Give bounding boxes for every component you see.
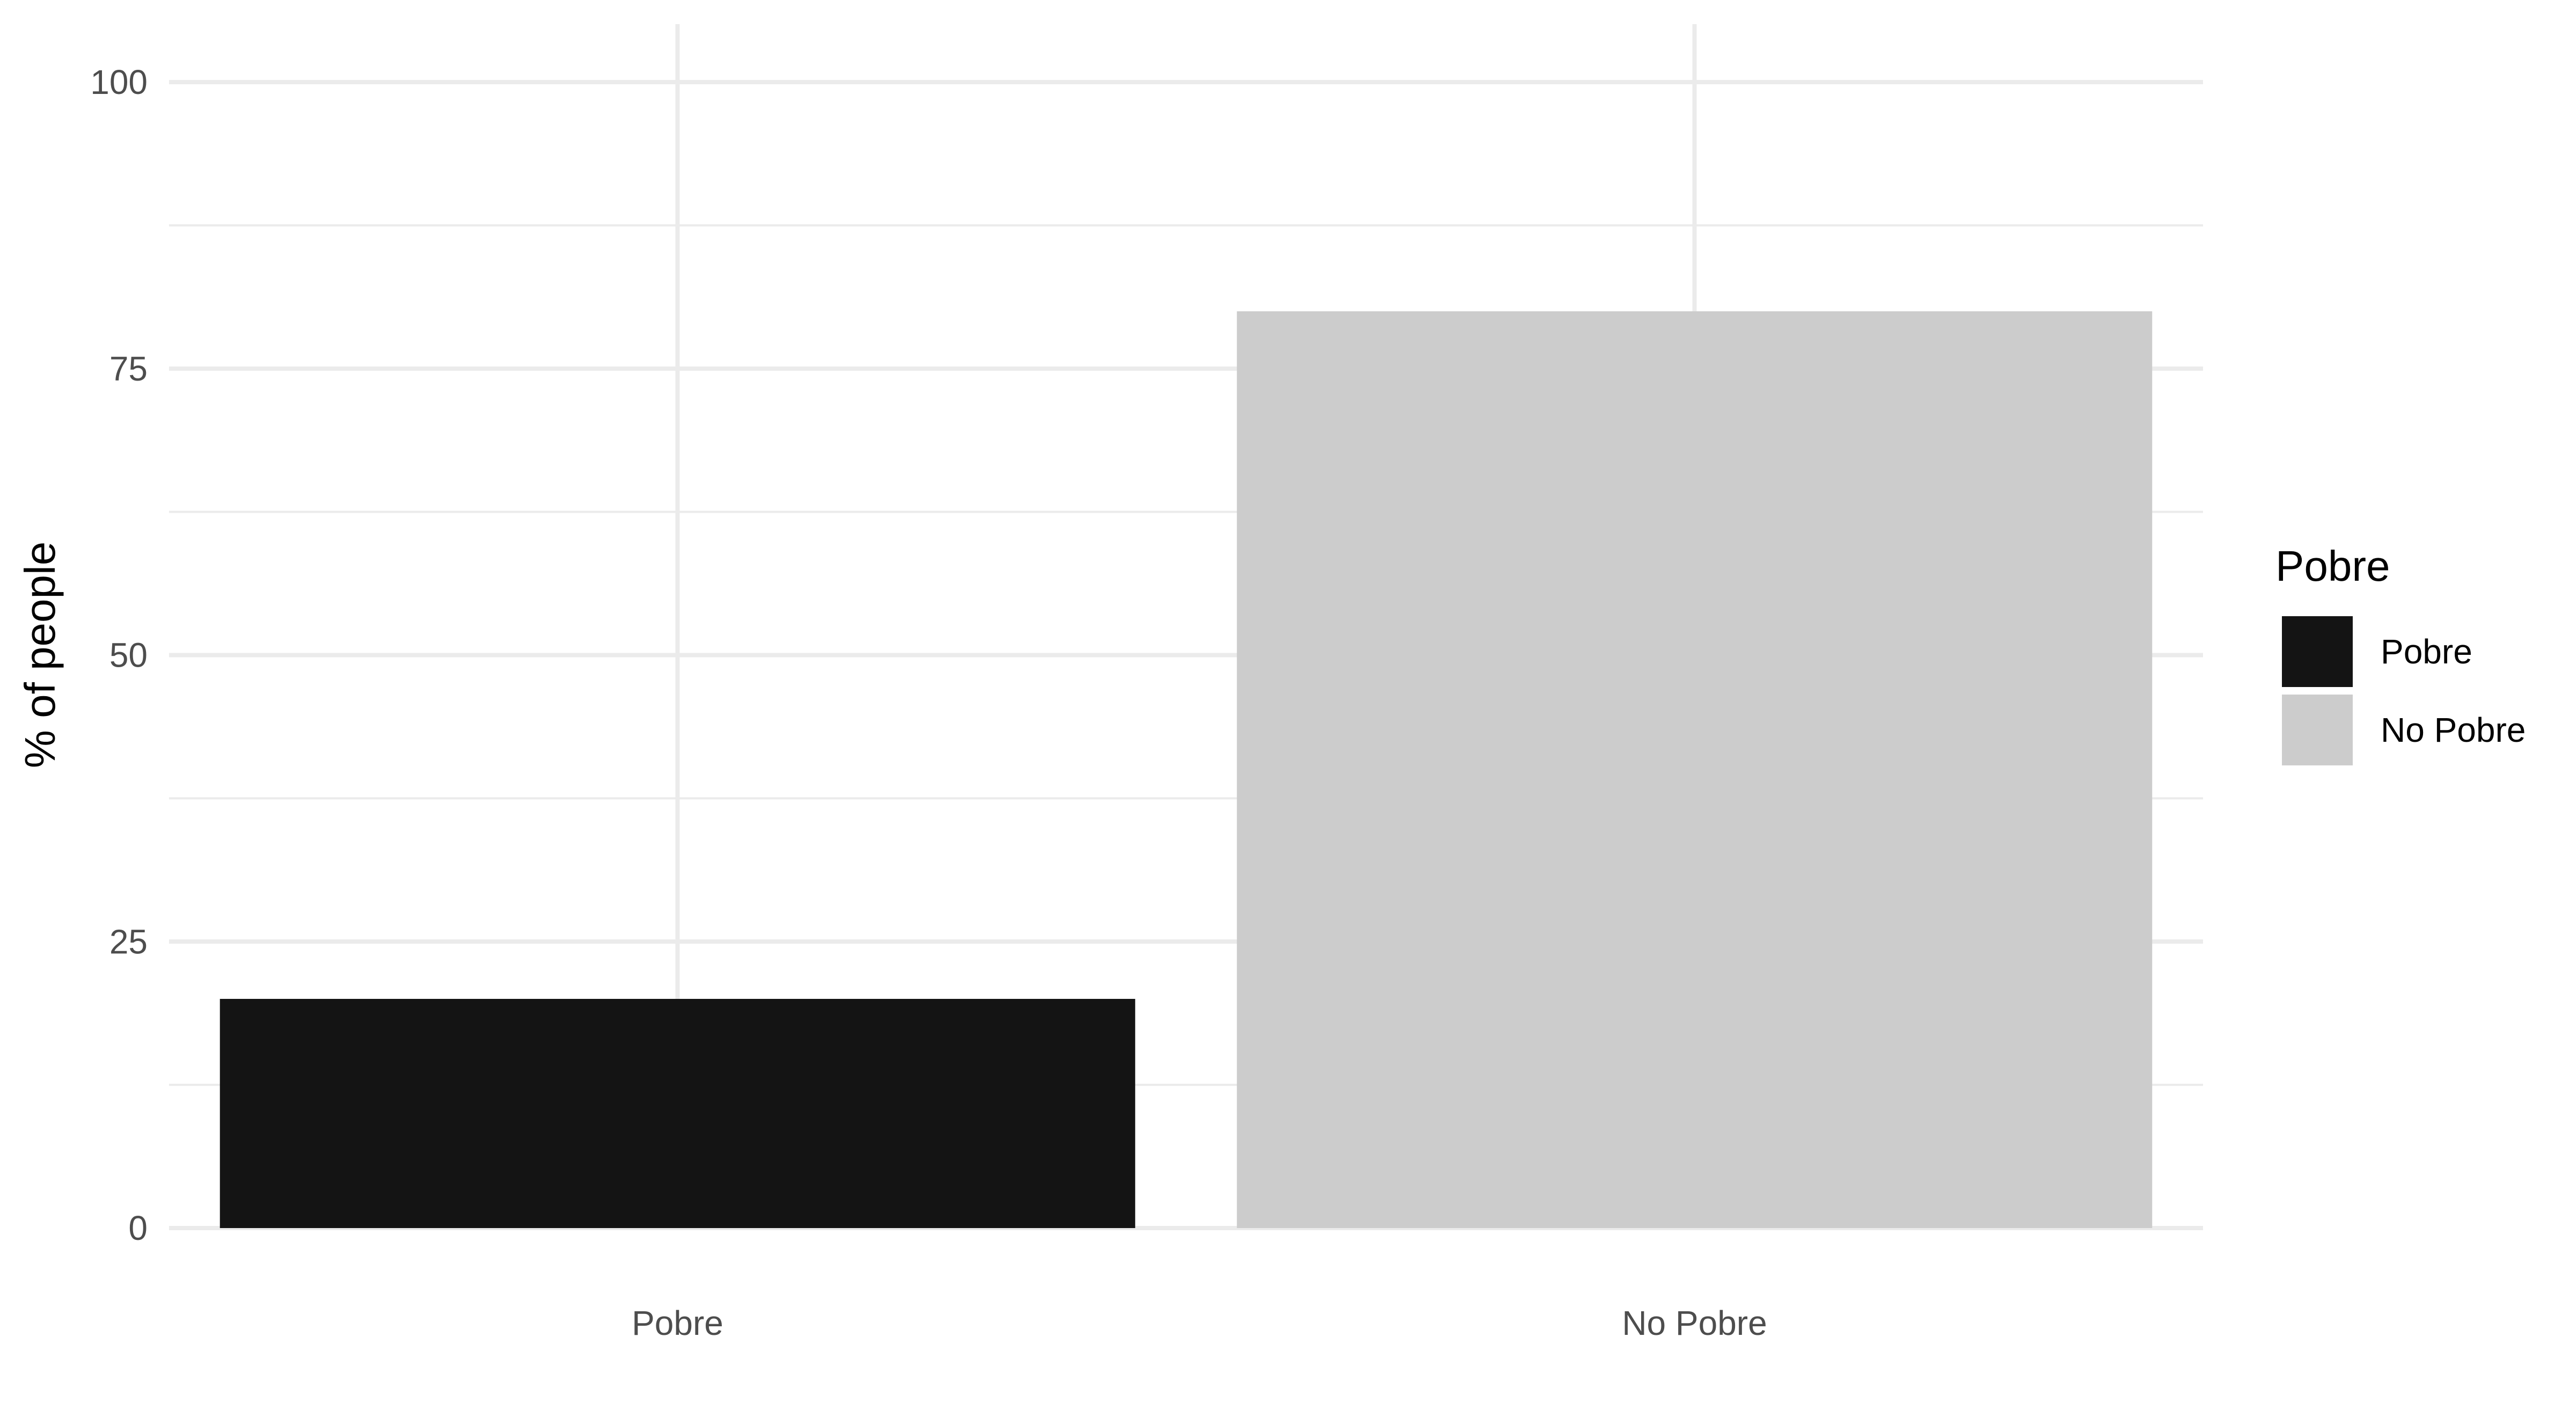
y-tick-label: 50 <box>109 636 148 675</box>
x-axis-ticks: Pobre No Pobre <box>632 1304 1767 1342</box>
legend-label: Pobre <box>2381 632 2472 671</box>
bars <box>219 311 2153 1228</box>
x-tick-label: No Pobre <box>1622 1304 1767 1342</box>
bar-pobre <box>219 999 1136 1228</box>
x-tick-label: Pobre <box>632 1304 723 1342</box>
y-tick-label: 25 <box>109 922 148 961</box>
y-axis-ticks: 0 25 50 75 100 <box>90 63 148 1247</box>
legend-items: Pobre No Pobre <box>2282 616 2526 765</box>
legend-label: No Pobre <box>2381 711 2526 749</box>
bar-no-pobre <box>1236 311 2153 1228</box>
y-tick-label: 0 <box>128 1209 148 1247</box>
legend-key-no-pobre <box>2282 695 2353 765</box>
legend: Pobre Pobre No Pobre <box>2275 542 2526 765</box>
legend-title: Pobre <box>2275 542 2390 590</box>
y-tick-label: 75 <box>109 349 148 388</box>
legend-key-pobre <box>2282 616 2353 687</box>
y-axis-title: % of people <box>16 542 64 769</box>
y-tick-label: 100 <box>90 63 148 101</box>
